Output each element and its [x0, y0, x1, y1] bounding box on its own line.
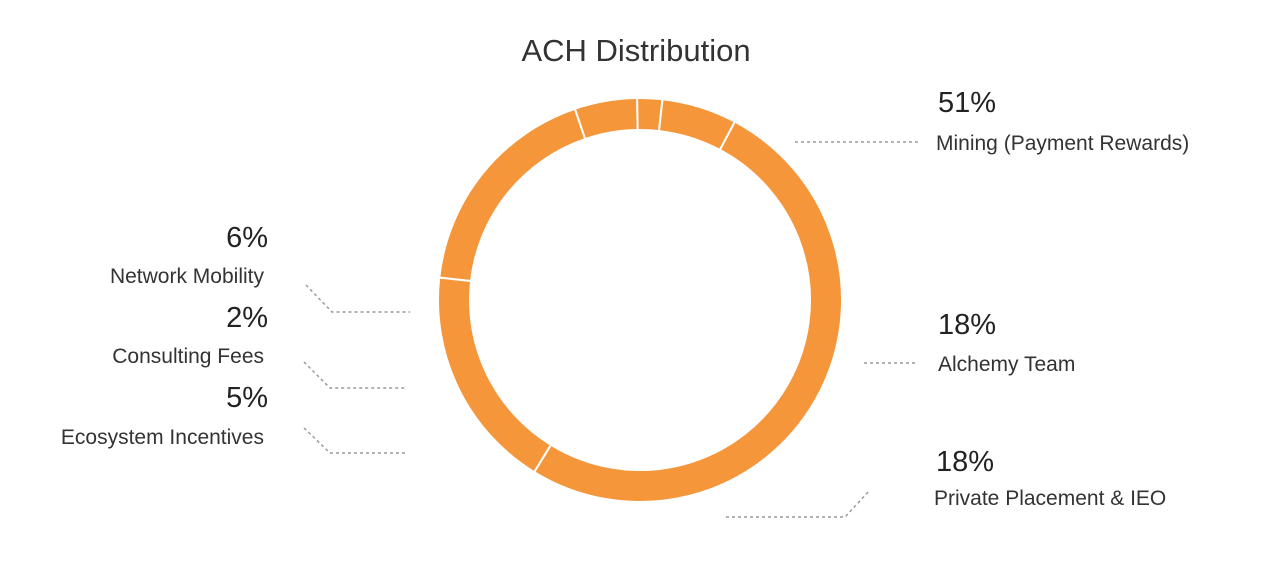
- slice-value-network-mobility: 6%: [226, 222, 268, 254]
- slice-value-private-placement: 18%: [936, 446, 994, 478]
- slice-value-alchemy-team: 18%: [938, 309, 996, 341]
- chart-title: ACH Distribution: [521, 33, 750, 68]
- slice-mining: [532, 120, 843, 503]
- slice-label-alchemy-team: Alchemy Team: [938, 353, 1075, 376]
- slice-alchemy-team: [437, 276, 553, 474]
- slice-label-private-placement: Private Placement & IEO: [934, 487, 1166, 510]
- leader-line-ecosystem-incentives: [303, 427, 405, 454]
- slice-label-network-mobility: Network Mobility: [110, 265, 265, 288]
- slice-ecosystem-incentives: [573, 97, 639, 141]
- donut-ring: [437, 97, 843, 503]
- slice-value-consulting-fees: 2%: [226, 302, 268, 334]
- slice-label-mining: Mining (Payment Rewards): [936, 132, 1189, 155]
- slice-private-placement: [438, 107, 587, 283]
- slice-label-consulting-fees: Consulting Fees: [112, 345, 264, 368]
- slice-label-ecosystem-incentives: Ecosystem Incentives: [61, 426, 264, 449]
- slice-value-ecosystem-incentives: 5%: [226, 382, 268, 414]
- slice-value-mining: 51%: [938, 87, 996, 119]
- leader-line-private-placement: [726, 489, 871, 518]
- leader-line-network-mobility: [305, 284, 410, 313]
- leader-line-consulting-fees: [303, 361, 405, 389]
- slice-network-mobility: [657, 98, 737, 152]
